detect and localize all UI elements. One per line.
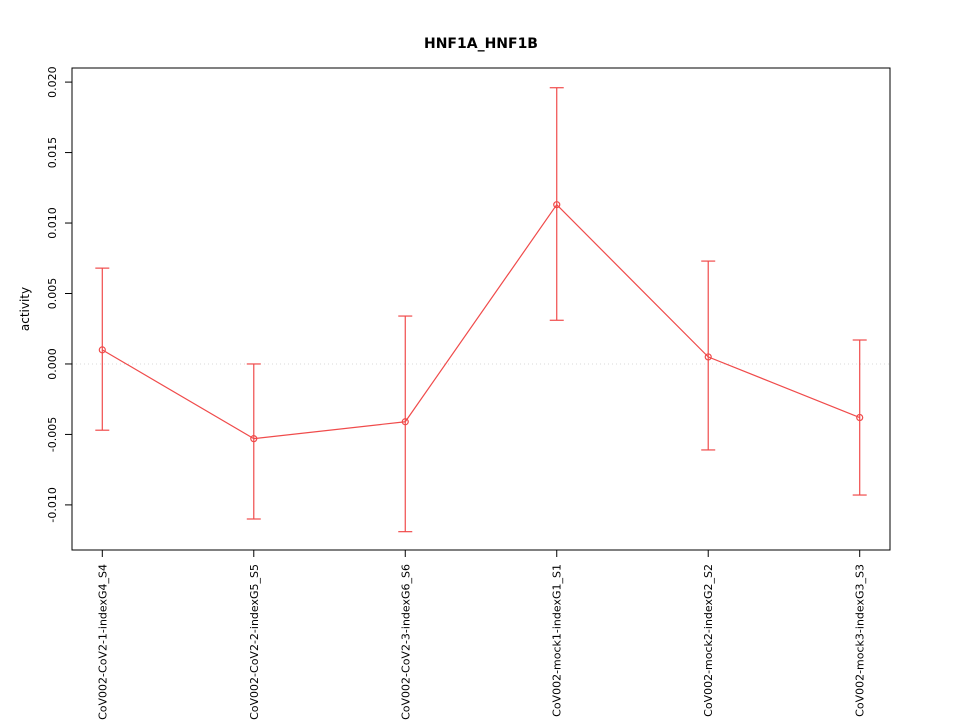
svg-text:CoV002-mock1-indexG1_S1: CoV002-mock1-indexG1_S1 (551, 564, 564, 717)
svg-text:0.010: 0.010 (46, 207, 59, 239)
svg-text:CoV002-mock3-indexG3_S3: CoV002-mock3-indexG3_S3 (854, 564, 867, 717)
svg-text:0.000: 0.000 (46, 348, 59, 380)
svg-text:CoV002-mock2-indexG2_S2: CoV002-mock2-indexG2_S2 (702, 564, 715, 717)
svg-text:CoV002-CoV2-2-indexG5_S5: CoV002-CoV2-2-indexG5_S5 (248, 564, 261, 720)
svg-text:CoV002-CoV2-3-indexG6_S6: CoV002-CoV2-3-indexG6_S6 (399, 564, 412, 720)
svg-text:CoV002-CoV2-1-indexG4_S4: CoV002-CoV2-1-indexG4_S4 (96, 564, 109, 720)
chart-title: HNF1A_HNF1B (424, 36, 538, 52)
y-axis-label: activity (18, 286, 32, 332)
svg-text:0.015: 0.015 (46, 137, 59, 169)
svg-text:-0.005: -0.005 (46, 417, 59, 452)
svg-text:0.005: 0.005 (46, 278, 59, 310)
svg-text:0.020: 0.020 (46, 66, 59, 98)
svg-text:-0.010: -0.010 (46, 487, 59, 522)
